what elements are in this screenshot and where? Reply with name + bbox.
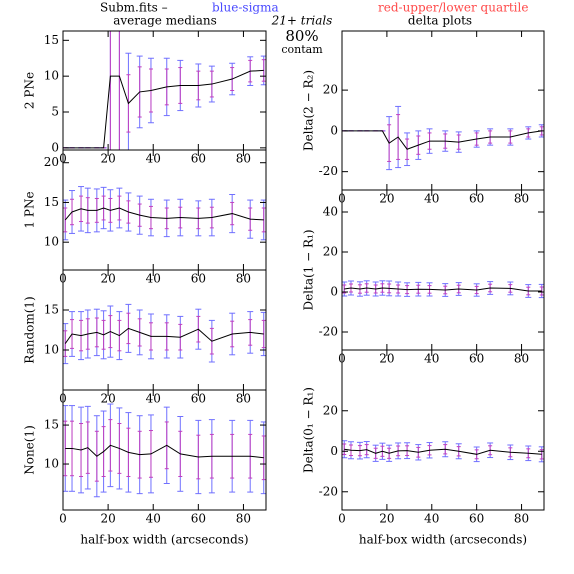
- x-tick-label: 60: [469, 512, 484, 526]
- legend-red: red-upper/lower quartile: [378, 1, 528, 15]
- percent-note: 80%: [285, 27, 318, 45]
- y-tick-label: 15: [44, 303, 59, 317]
- x-tick-label: 40: [424, 192, 439, 206]
- y-tick-label: 20: [44, 155, 59, 169]
- x-tick-label: 80: [236, 152, 251, 166]
- y-tick-label: 0: [330, 444, 338, 458]
- median-line: [65, 444, 264, 459]
- x-tick-label: 40: [424, 512, 439, 526]
- plot-area: [342, 280, 544, 299]
- y-axis-label: 1 PNe: [23, 191, 37, 228]
- y-tick-label: 20: [323, 245, 338, 259]
- y-tick-label: 10: [44, 343, 59, 357]
- y-axis-label: Delta(1 − R₁): [302, 229, 316, 310]
- y-tick-label: 5: [51, 105, 59, 119]
- x-tick-label: 40: [424, 352, 439, 366]
- plot-area: [63, 186, 266, 241]
- trials-note: 21+ trials: [271, 14, 333, 28]
- y-tick-label: 0: [330, 285, 338, 299]
- panel-frame: [62, 389, 267, 511]
- x-tick-label: 20: [100, 272, 115, 286]
- panel-frame: [62, 269, 267, 391]
- plot-area: [63, 403, 266, 498]
- x-tick-label: 80: [514, 512, 529, 526]
- x-tick-label: 80: [236, 392, 251, 406]
- x-tick-label: 20: [379, 352, 394, 366]
- x-tick-label: 80: [514, 352, 529, 366]
- plot-area: [63, 31, 266, 150]
- y-tick-label: 0: [51, 140, 59, 154]
- legend-blue: blue-sigma: [212, 1, 279, 15]
- y-axis-label: Delta(0₁ − R₁): [302, 387, 316, 473]
- x-tick-label: 20: [379, 512, 394, 526]
- median-line: [344, 130, 542, 150]
- x-tick-label: 20: [100, 152, 115, 166]
- contam-note: contam: [281, 43, 323, 56]
- plot-area: [63, 303, 266, 365]
- y-tick-label: 10: [44, 69, 59, 83]
- x-tick-label: 60: [469, 352, 484, 366]
- x-tick-label: 60: [191, 152, 206, 166]
- y-tick-label: 15: [44, 418, 59, 432]
- x-tick-label: 0: [59, 512, 67, 526]
- plot-area: [342, 440, 544, 463]
- x-axis-label: half-box width (arcseconds): [359, 533, 527, 547]
- panel-frame: [341, 349, 545, 511]
- y-tick-label: -20: [319, 484, 338, 498]
- plot-area: [342, 105, 544, 171]
- x-tick-label: 40: [146, 392, 161, 406]
- y-tick-label: 15: [44, 195, 59, 209]
- panel-frame: [341, 189, 545, 351]
- panel-frame: [341, 30, 545, 191]
- x-tick-label: 80: [236, 512, 251, 526]
- x-tick-label: 60: [191, 272, 206, 286]
- median-line: [65, 69, 264, 149]
- x-tick-label: 0: [338, 512, 346, 526]
- x-tick-label: 60: [469, 192, 484, 206]
- y-tick-label: -20: [319, 325, 338, 339]
- x-tick-label: 20: [379, 192, 394, 206]
- y-tick-label: 20: [323, 403, 338, 417]
- file-label: Subm.fits –: [100, 1, 168, 15]
- y-axis-label: None(1): [23, 425, 37, 475]
- y-tick-label: -20: [319, 164, 338, 178]
- x-tick-label: 80: [236, 272, 251, 286]
- x-tick-label: 20: [100, 392, 115, 406]
- median-line: [344, 448, 542, 455]
- x-tick-label: 20: [100, 512, 115, 526]
- y-axis-label: 2 PNe: [23, 72, 37, 109]
- left-title: average medians: [113, 14, 217, 28]
- x-tick-label: 40: [146, 272, 161, 286]
- y-tick-label: 10: [44, 457, 59, 471]
- median-line: [64, 207, 264, 221]
- median-line: [64, 327, 264, 344]
- y-tick-label: 10: [44, 235, 59, 249]
- panel-frame: [62, 30, 267, 151]
- y-axis-label: Delta(2 − R₂): [302, 70, 316, 151]
- y-tick-label: 40: [323, 205, 338, 219]
- x-axis-label: half-box width (arcseconds): [80, 533, 248, 547]
- quartile-error-bar: [342, 443, 347, 456]
- x-tick-label: 80: [514, 192, 529, 206]
- x-tick-label: 60: [191, 392, 206, 406]
- y-axis-label: Random(1): [23, 296, 37, 363]
- median-line: [344, 287, 542, 292]
- y-tick-label: 20: [323, 83, 338, 97]
- y-tick-label: 0: [330, 123, 338, 137]
- x-tick-label: 40: [146, 512, 161, 526]
- right-title: delta plots: [408, 14, 472, 28]
- y-tick-label: 15: [44, 33, 59, 47]
- x-tick-label: 60: [191, 512, 206, 526]
- x-tick-label: 40: [146, 152, 161, 166]
